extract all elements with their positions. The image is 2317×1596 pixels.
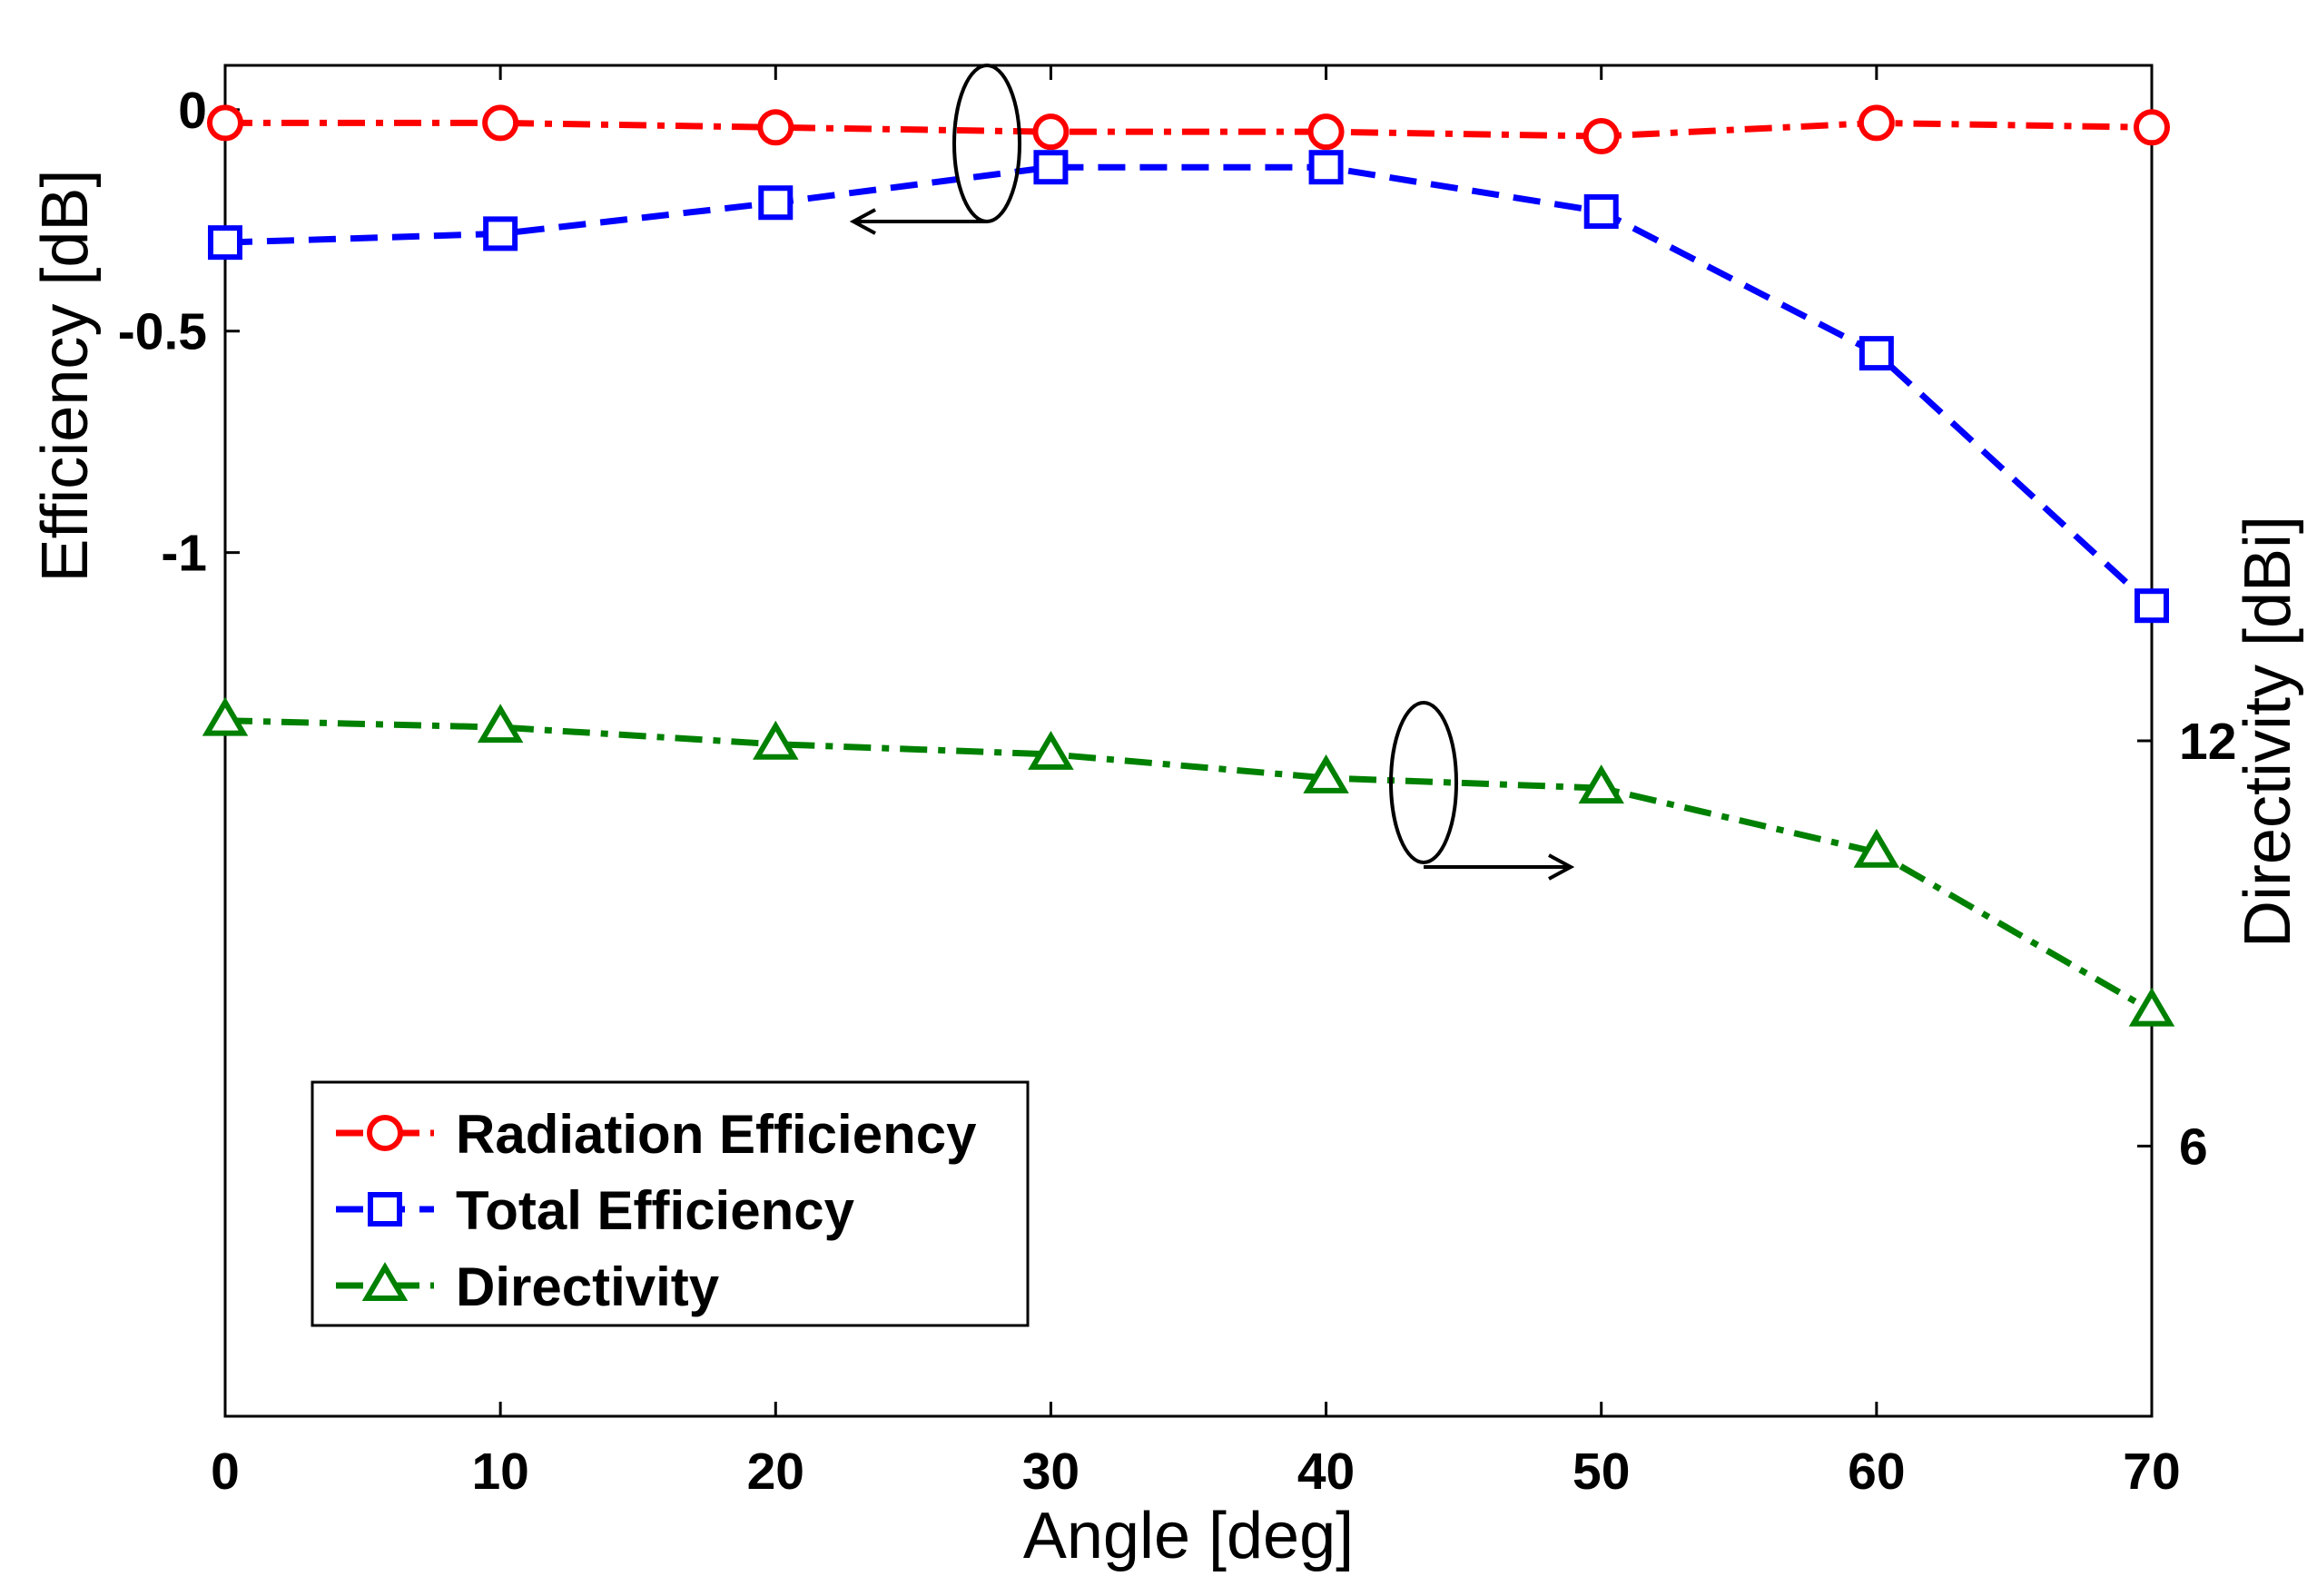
legend-item-radiation-efficiency: Radiation Efficiency [336,1104,977,1165]
data-point-radiation-efficiency [207,104,243,142]
data-point-total-efficiency [1033,150,1069,185]
data-point-directivity [1028,730,1074,770]
data-point-total-efficiency [2135,588,2169,624]
legend-item-directivity: Directivity [336,1256,720,1317]
left-y-tick-label: -1 [161,525,207,583]
right-y-axis-title: Directivity [dBi] [2232,516,2304,948]
data-point-radiation-efficiency [757,109,794,146]
legend-label-directivity: Directivity [456,1256,720,1317]
legend-marker-directivity [361,1262,409,1301]
left-y-axis-title: Efficiency [dB] [29,170,102,583]
data-point-directivity [1853,828,1900,868]
left-y-tick-label: 0 [178,82,207,140]
series-directivity [202,696,2175,1027]
legend: Radiation Efficiency Total Efficiency Dire… [311,1080,1030,1327]
axis-ticks [223,65,2154,1416]
x-tick-label: 20 [747,1443,804,1501]
data-point-directivity [202,696,249,736]
data-point-directivity [477,704,524,744]
series-line-total-efficiency [224,163,2154,608]
data-point-radiation-efficiency [1307,113,1345,151]
right-y-tick-label: 12 [2179,713,2236,771]
left-axis-annotation [853,64,1021,222]
x-tick-label: 0 [211,1443,240,1501]
series-total-efficiency [208,150,2169,624]
data-point-directivity [2128,987,2175,1027]
data-point-radiation-efficiency [2134,109,2170,146]
legend-item-total-efficiency: Total Efficiency [336,1180,855,1241]
series-line-directivity [224,717,2154,1014]
right-y-tick-label: 6 [2179,1118,2208,1176]
data-point-directivity [1303,754,1349,793]
data-point-total-efficiency [1308,150,1344,185]
x-tick-label: 40 [1297,1443,1355,1501]
left-y-tick-label: -0.5 [118,303,207,361]
x-axis-title: Angle [deg] [1023,1500,1354,1572]
legend-marker-radiation-efficiency [367,1115,403,1151]
legend-marker-total-efficiency [368,1192,402,1227]
data-point-total-efficiency [483,216,518,251]
x-tick-label: 50 [1573,1443,1630,1501]
right-axis-annotation [1389,701,1571,867]
data-point-radiation-efficiency [1032,113,1070,151]
data-point-directivity [1578,764,1624,804]
data-point-radiation-efficiency [1858,104,1895,142]
data-point-total-efficiency [1859,336,1894,371]
data-point-total-efficiency [758,185,794,221]
data-point-total-efficiency [1583,193,1619,229]
data-point-radiation-efficiency [482,104,519,142]
data-point-total-efficiency [208,225,242,261]
legend-label-total-efficiency: Total Efficiency [456,1180,855,1241]
x-tick-label: 60 [1848,1443,1905,1501]
x-tick-label: 70 [2123,1443,2180,1501]
tick-labels: 0 10 20 30 40 50 60 70 0 -0.5 -1 12 6 [118,82,2237,1501]
series-line-radiation-efficiency [225,119,2153,140]
data-point-directivity [753,720,799,760]
series-layer [202,104,2175,1027]
x-tick-label: 10 [471,1443,528,1501]
series-radiation-efficiency [207,104,2170,155]
data-point-radiation-efficiency [1582,118,1620,155]
legend-items: Radiation Efficiency Total Efficiency Dire… [336,1104,977,1317]
legend-label-radiation-efficiency: Radiation Efficiency [456,1104,977,1165]
x-tick-label: 30 [1022,1443,1080,1501]
right-axis-annotation-ellipse [1389,701,1458,864]
